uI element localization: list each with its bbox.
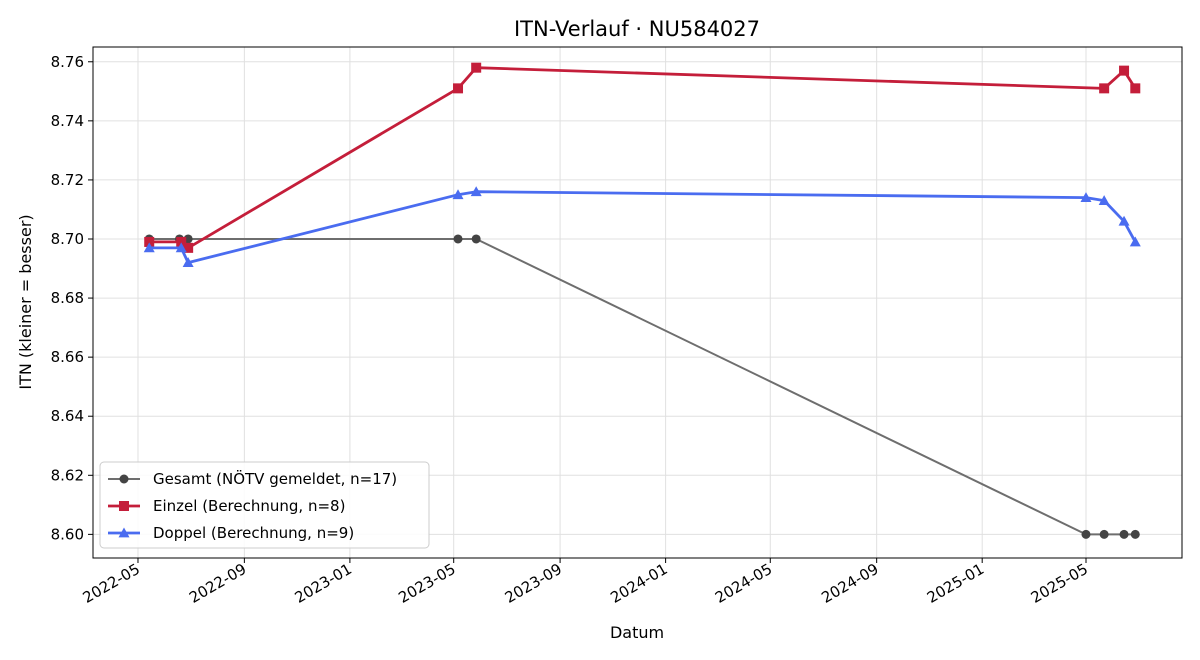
data-point-square [1119, 65, 1130, 76]
y-tick-label: 8.70 [51, 230, 84, 248]
x-tick-label: 2023-01 [292, 560, 355, 607]
y-tick-label: 8.72 [51, 171, 84, 189]
data-point-triangle [1129, 236, 1141, 247]
data-point-square [119, 501, 129, 511]
data-point-square [176, 236, 187, 247]
y-axis-label: ITN (kleiner = besser) [16, 214, 35, 389]
legend-box [99, 461, 430, 549]
y-tick-label: 8.76 [51, 53, 84, 71]
data-point-triangle [452, 189, 464, 200]
data-point-square [144, 236, 155, 247]
y-tick-label: 8.62 [51, 466, 84, 484]
data-point-triangle [182, 257, 194, 268]
legend-label: Einzel (Berechnung, n=8) [153, 497, 345, 515]
chart-title: ITN-Verlauf · NU584027 [514, 17, 760, 41]
x-tick-label: 2025-01 [924, 560, 987, 607]
series-line [149, 66, 1137, 250]
x-tick-label: 2024-01 [607, 560, 670, 607]
y-tick-label: 8.64 [51, 407, 84, 425]
x-tick-label: 2024-05 [712, 560, 775, 607]
data-point-triangle [1080, 192, 1092, 203]
y-tick-label: 8.60 [51, 525, 84, 543]
x-tick-label: 2022-09 [186, 560, 249, 607]
data-point-triangle [118, 527, 130, 538]
data-point-circle [1130, 529, 1140, 539]
legend-label: Gesamt (NÖTV gemeldet, n=17) [153, 469, 397, 488]
plot-frame [92, 46, 1183, 559]
legend-label: Doppel (Berechnung, n=9) [153, 524, 354, 542]
y-tick-label: 8.74 [51, 112, 84, 130]
data-point-square [453, 83, 464, 94]
series-layer [143, 62, 1141, 539]
y-tick-label: 8.66 [51, 348, 84, 366]
x-axis-label: Datum [610, 623, 664, 642]
data-point-circle [1119, 529, 1129, 539]
data-point-triangle [1118, 215, 1130, 226]
series-line [149, 190, 1137, 265]
data-point-circle [119, 474, 129, 484]
data-point-circle [453, 234, 463, 244]
x-axis-ticks: 2022-05 2022-09 2023-01 2023-05 2023-09 2024-… [80, 558, 1091, 607]
data-point-circle [471, 234, 481, 244]
data-point-triangle [175, 242, 187, 253]
data-point-circle [1081, 529, 1091, 539]
x-tick-label: 2022-05 [80, 560, 143, 607]
data-point-triangle [1098, 195, 1110, 205]
x-tick-label: 2023-09 [502, 560, 565, 607]
series-square [144, 62, 1141, 253]
legend: Gesamt (NÖTV gemeldet, n=17) Einzel (Bere… [99, 461, 430, 549]
y-axis-ticks: 8.60 8.62 8.64 8.66 8.68 8.70 8.72 8.74 8.76 [51, 53, 93, 543]
data-point-triangle [143, 242, 155, 253]
data-point-square [183, 242, 194, 253]
data-point-triangle [470, 186, 482, 197]
data-point-square [1099, 83, 1110, 94]
data-point-square [1130, 83, 1141, 94]
data-point-circle [1099, 529, 1109, 539]
x-tick-label: 2025-05 [1028, 560, 1091, 607]
data-point-square [471, 62, 482, 73]
y-tick-label: 8.68 [51, 289, 84, 307]
x-tick-label: 2024-09 [818, 560, 881, 607]
series-triangle [143, 186, 1141, 268]
x-tick-label: 2023-05 [395, 560, 458, 607]
